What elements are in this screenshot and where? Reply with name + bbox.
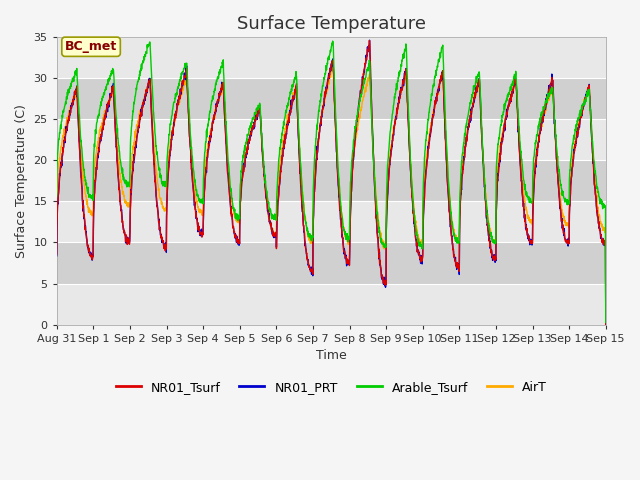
- Legend: NR01_Tsurf, NR01_PRT, Arable_Tsurf, AirT: NR01_Tsurf, NR01_PRT, Arable_Tsurf, AirT: [111, 376, 552, 399]
- Bar: [57, 37, 605, 78]
- Title: Surface Temperature: Surface Temperature: [237, 15, 426, 33]
- Text: BC_met: BC_met: [65, 40, 117, 53]
- Bar: [57, 78, 605, 120]
- Bar: [57, 120, 605, 160]
- Bar: [57, 242, 605, 284]
- Y-axis label: Surface Temperature (C): Surface Temperature (C): [15, 104, 28, 258]
- X-axis label: Time: Time: [316, 349, 347, 362]
- Bar: [57, 160, 605, 202]
- Bar: [57, 284, 605, 324]
- Bar: [57, 202, 605, 242]
